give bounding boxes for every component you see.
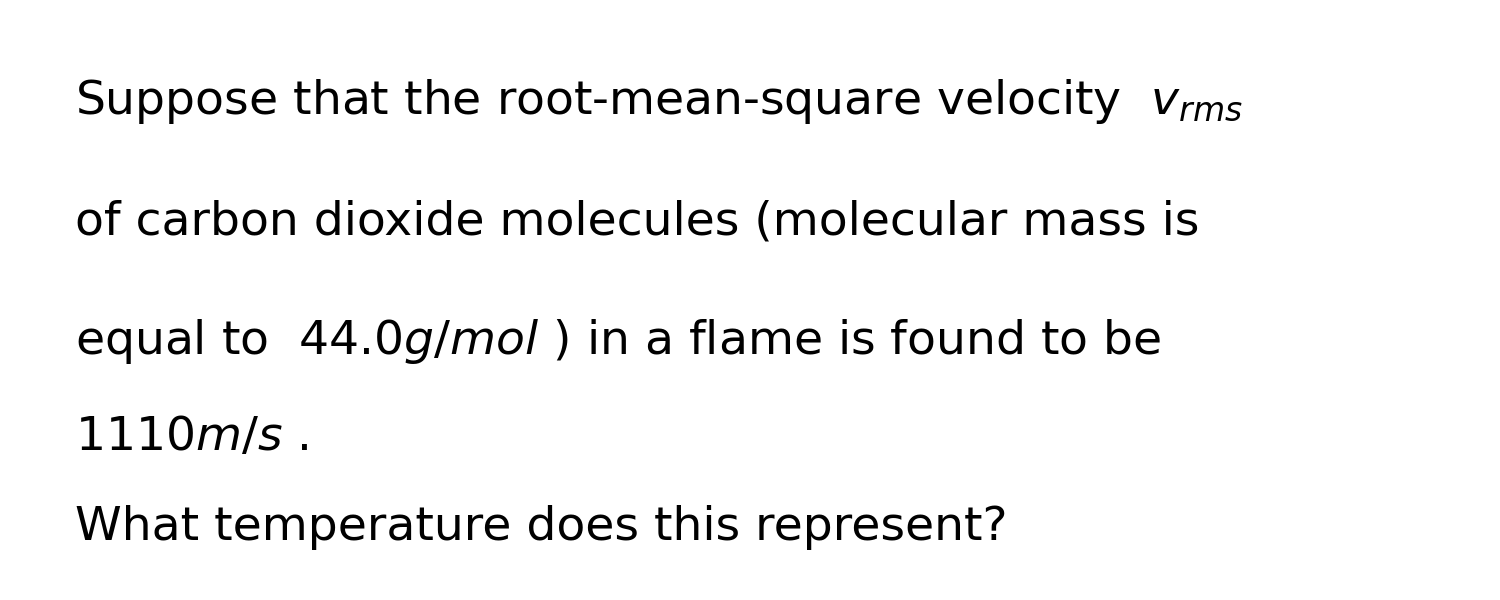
Text: What temperature does this represent?: What temperature does this represent? xyxy=(75,505,1008,551)
Text: $1110m/s$ .: $1110m/s$ . xyxy=(75,415,309,461)
Text: equal to  $44.0g/mol$ ) in a flame is found to be: equal to $44.0g/mol$ ) in a flame is fou… xyxy=(75,317,1161,367)
Text: of carbon dioxide molecules (molecular mass is: of carbon dioxide molecules (molecular m… xyxy=(75,199,1200,245)
Text: Suppose that the root-mean-square velocity  $v_{rms}$: Suppose that the root-mean-square veloci… xyxy=(75,77,1243,127)
